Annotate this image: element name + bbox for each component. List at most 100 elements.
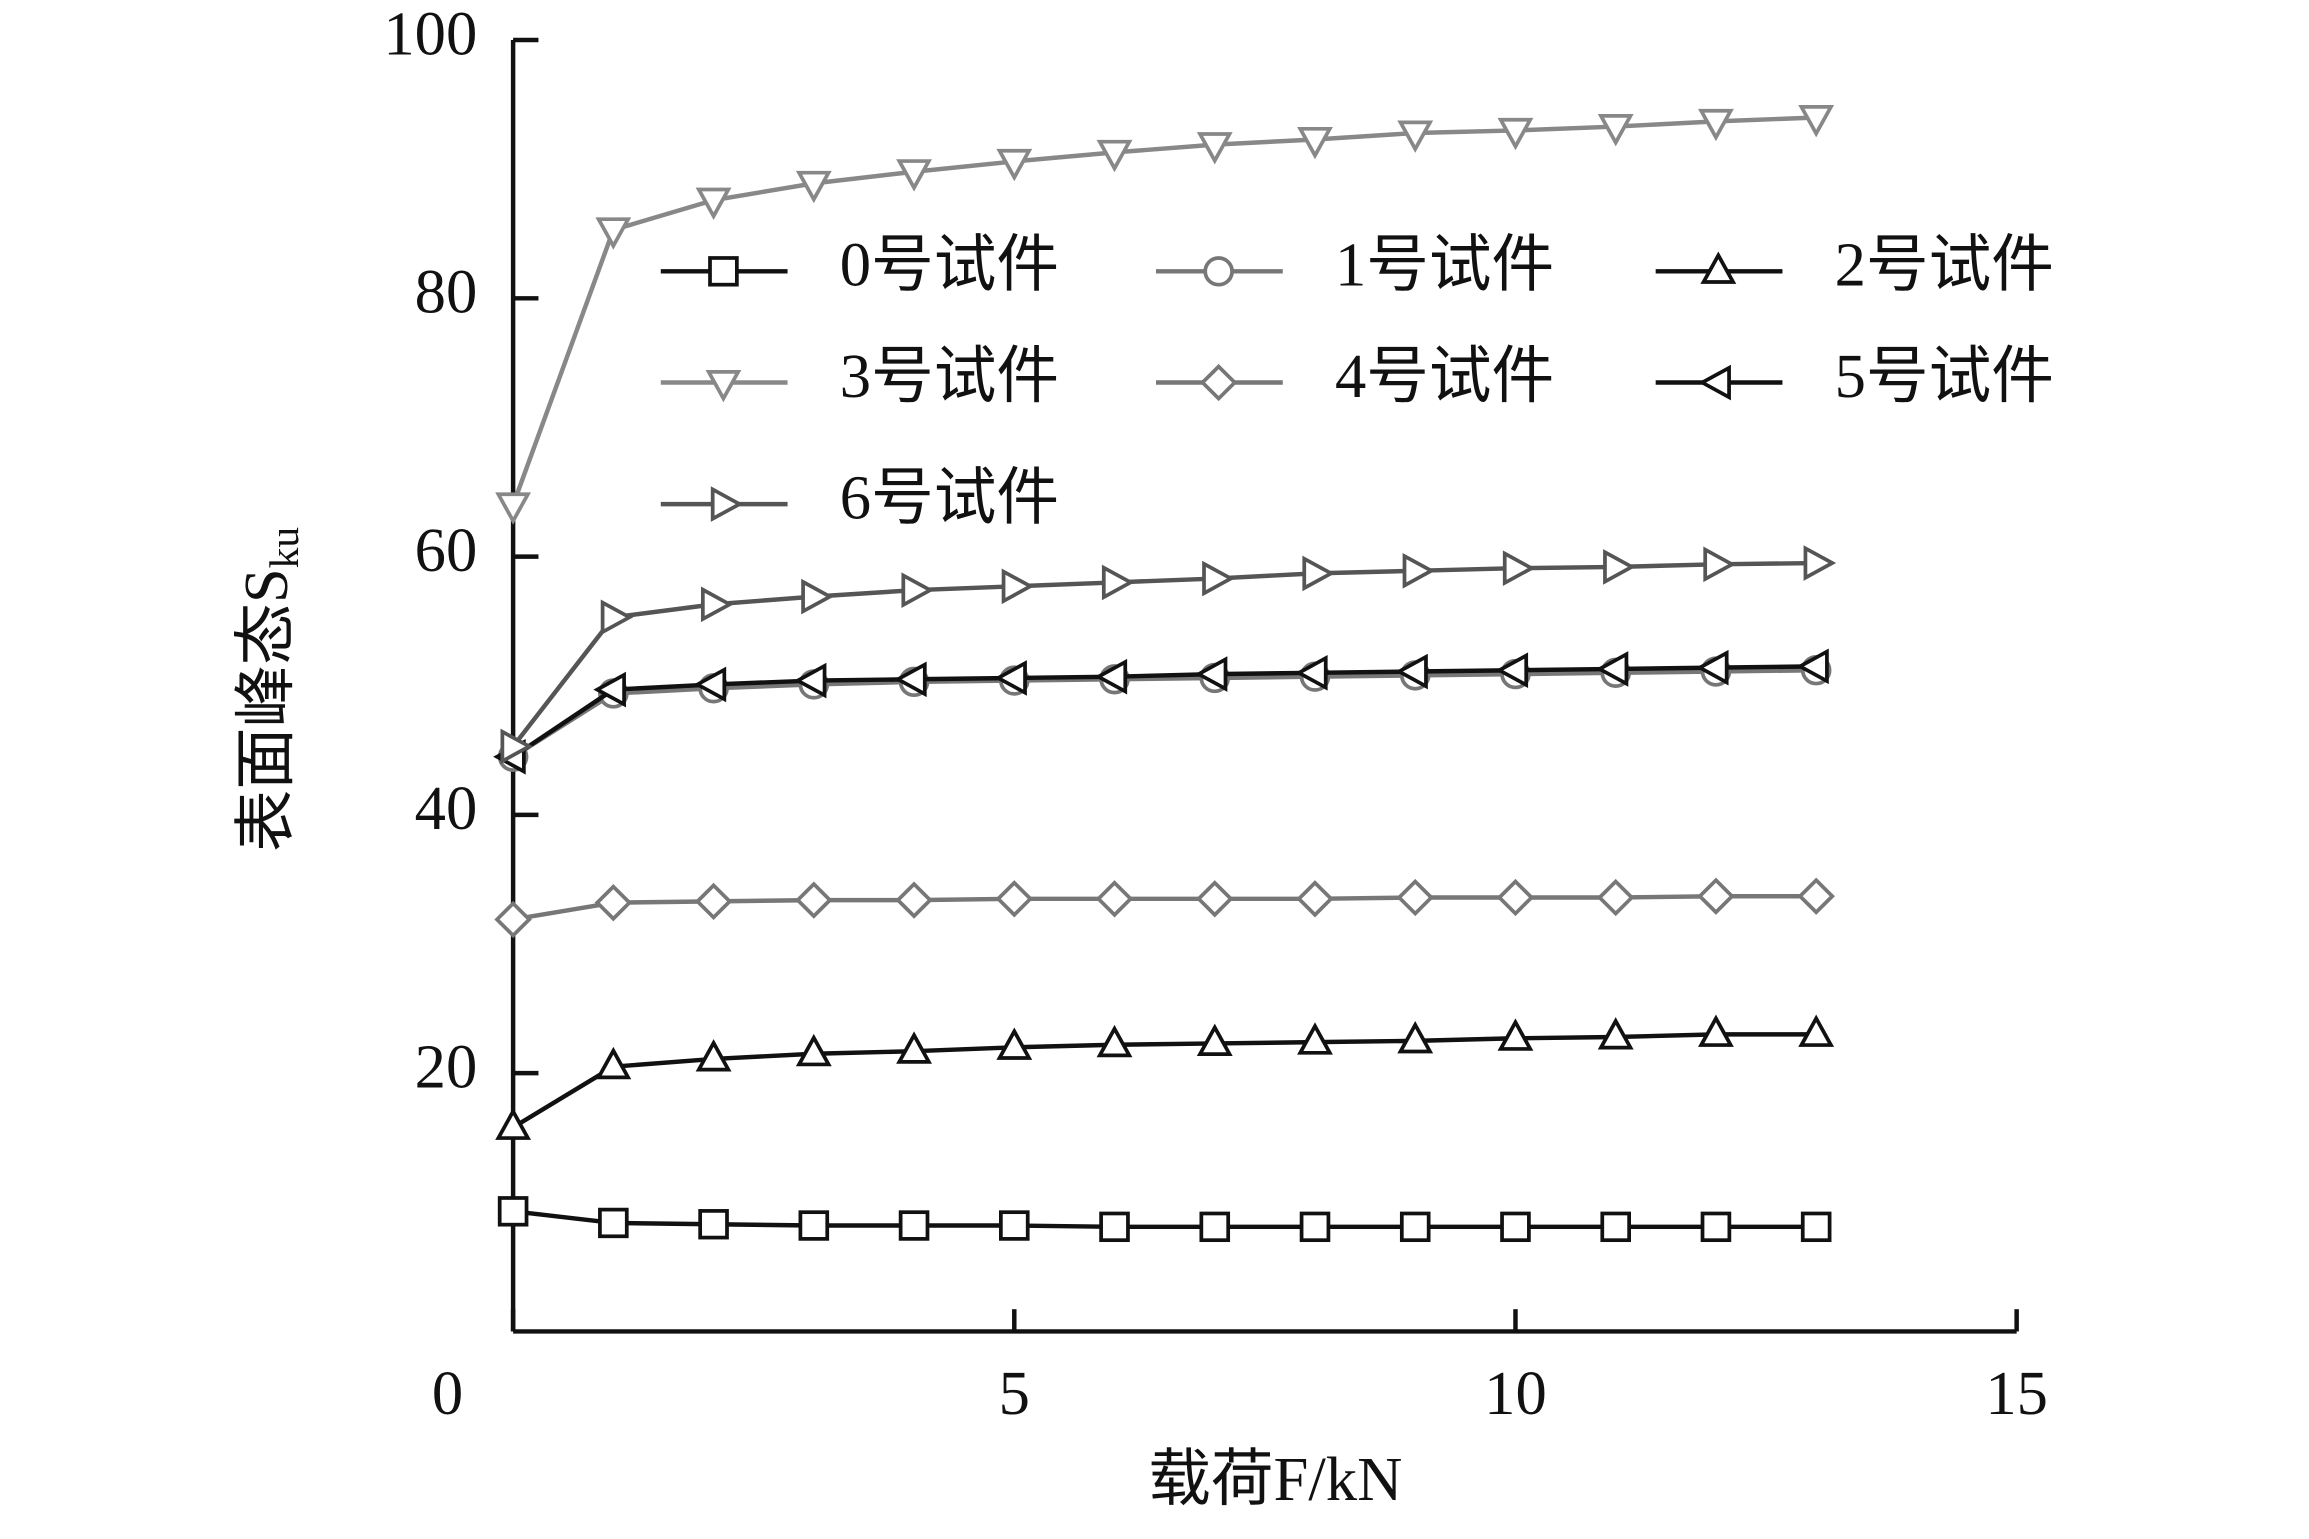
- marker: [1094, 658, 1128, 695]
- marker: [1397, 1021, 1434, 1054]
- series-line: [511, 1032, 1817, 1130]
- marker: [594, 884, 633, 922]
- marker: [793, 662, 827, 699]
- marker: [996, 1027, 1033, 1060]
- marker: [495, 492, 532, 525]
- marker: [1697, 877, 1735, 915]
- y-axis-label-sub: ku: [261, 527, 307, 569]
- legend-label: 0号试件: [840, 230, 1059, 300]
- marker: [593, 671, 626, 708]
- series-line: [511, 668, 1817, 759]
- legend-label: 5号试件: [1835, 341, 2054, 411]
- marker: [1302, 555, 1335, 592]
- marker: [1798, 104, 1835, 138]
- marker: [694, 882, 733, 921]
- marker: [600, 599, 634, 636]
- marker: [1397, 120, 1434, 153]
- marker: [1502, 550, 1536, 587]
- marker: [1295, 655, 1328, 691]
- marker: [1700, 251, 1737, 284]
- marker: [1096, 139, 1133, 173]
- marker: [895, 881, 933, 919]
- marker: [1703, 546, 1736, 583]
- marker: [497, 1196, 529, 1227]
- marker: [1500, 1211, 1531, 1243]
- marker: [698, 1209, 729, 1240]
- marker: [695, 1039, 732, 1072]
- marker: [1299, 1211, 1331, 1243]
- legend-label: 3号试件: [840, 341, 1059, 411]
- marker: [901, 572, 935, 608]
- marker: [598, 1207, 629, 1239]
- marker: [1202, 560, 1235, 597]
- marker: [1399, 1211, 1431, 1243]
- marker: [1698, 108, 1734, 142]
- marker: [1395, 653, 1428, 690]
- marker: [1396, 878, 1434, 917]
- legend-label: 1号试件: [1335, 230, 1554, 300]
- marker: [1203, 256, 1234, 287]
- legend-label: 2号试件: [1835, 230, 2054, 300]
- y-tick-label: 100: [383, 0, 477, 68]
- legend-label: 4号试件: [1335, 341, 1554, 411]
- marker: [1497, 1018, 1534, 1051]
- x-axis-label: 载荷F/kN: [1148, 1444, 1402, 1514]
- marker: [695, 187, 732, 221]
- marker: [595, 217, 632, 250]
- marker: [495, 1107, 532, 1140]
- marker: [710, 486, 744, 522]
- marker: [1597, 1017, 1634, 1050]
- marker: [595, 1046, 632, 1080]
- marker: [795, 170, 832, 204]
- marker: [896, 159, 932, 192]
- marker: [700, 586, 734, 623]
- marker: [1803, 545, 1837, 581]
- marker: [1600, 1211, 1631, 1243]
- marker: [1296, 880, 1334, 918]
- marker: [1797, 877, 1835, 915]
- x-tick-label: 5: [999, 1358, 1030, 1428]
- marker: [1196, 132, 1233, 165]
- marker: [1596, 878, 1635, 917]
- marker: [1796, 648, 1829, 685]
- series-line: [511, 115, 1817, 506]
- series-line: [511, 560, 1817, 748]
- marker: [1695, 649, 1729, 686]
- marker: [999, 1210, 1030, 1241]
- x-tick-label: 15: [1985, 1358, 2048, 1428]
- y-axis-label-main: 表面峰态S: [231, 568, 301, 852]
- marker: [1800, 1211, 1832, 1243]
- marker: [801, 578, 834, 615]
- marker: [795, 881, 833, 919]
- marker: [1297, 126, 1333, 160]
- marker: [1096, 1024, 1133, 1058]
- marker: [494, 900, 532, 939]
- marker: [995, 880, 1034, 918]
- marker: [1196, 1023, 1233, 1056]
- marker: [994, 660, 1027, 696]
- y-tick-label: 40: [415, 773, 478, 843]
- marker: [795, 1033, 832, 1067]
- legend-label: 6号试件: [840, 463, 1059, 533]
- marker: [1603, 549, 1636, 585]
- marker: [1597, 114, 1634, 147]
- y-tick-label: 60: [415, 515, 478, 585]
- marker: [1101, 564, 1135, 601]
- marker: [798, 1210, 830, 1241]
- marker: [1698, 364, 1731, 401]
- marker: [708, 256, 739, 287]
- marker: [1297, 1022, 1333, 1055]
- marker: [1495, 652, 1529, 689]
- marker: [1194, 656, 1228, 692]
- marker: [693, 666, 727, 703]
- marker: [1595, 651, 1629, 687]
- x-tick-label: 10: [1484, 1358, 1547, 1428]
- marker: [1497, 117, 1534, 151]
- series-line: [512, 1209, 1817, 1230]
- marker: [1496, 878, 1535, 917]
- marker: [894, 661, 927, 698]
- marker: [500, 728, 534, 765]
- y-axis-label: 表面峰态Sku: [231, 527, 307, 852]
